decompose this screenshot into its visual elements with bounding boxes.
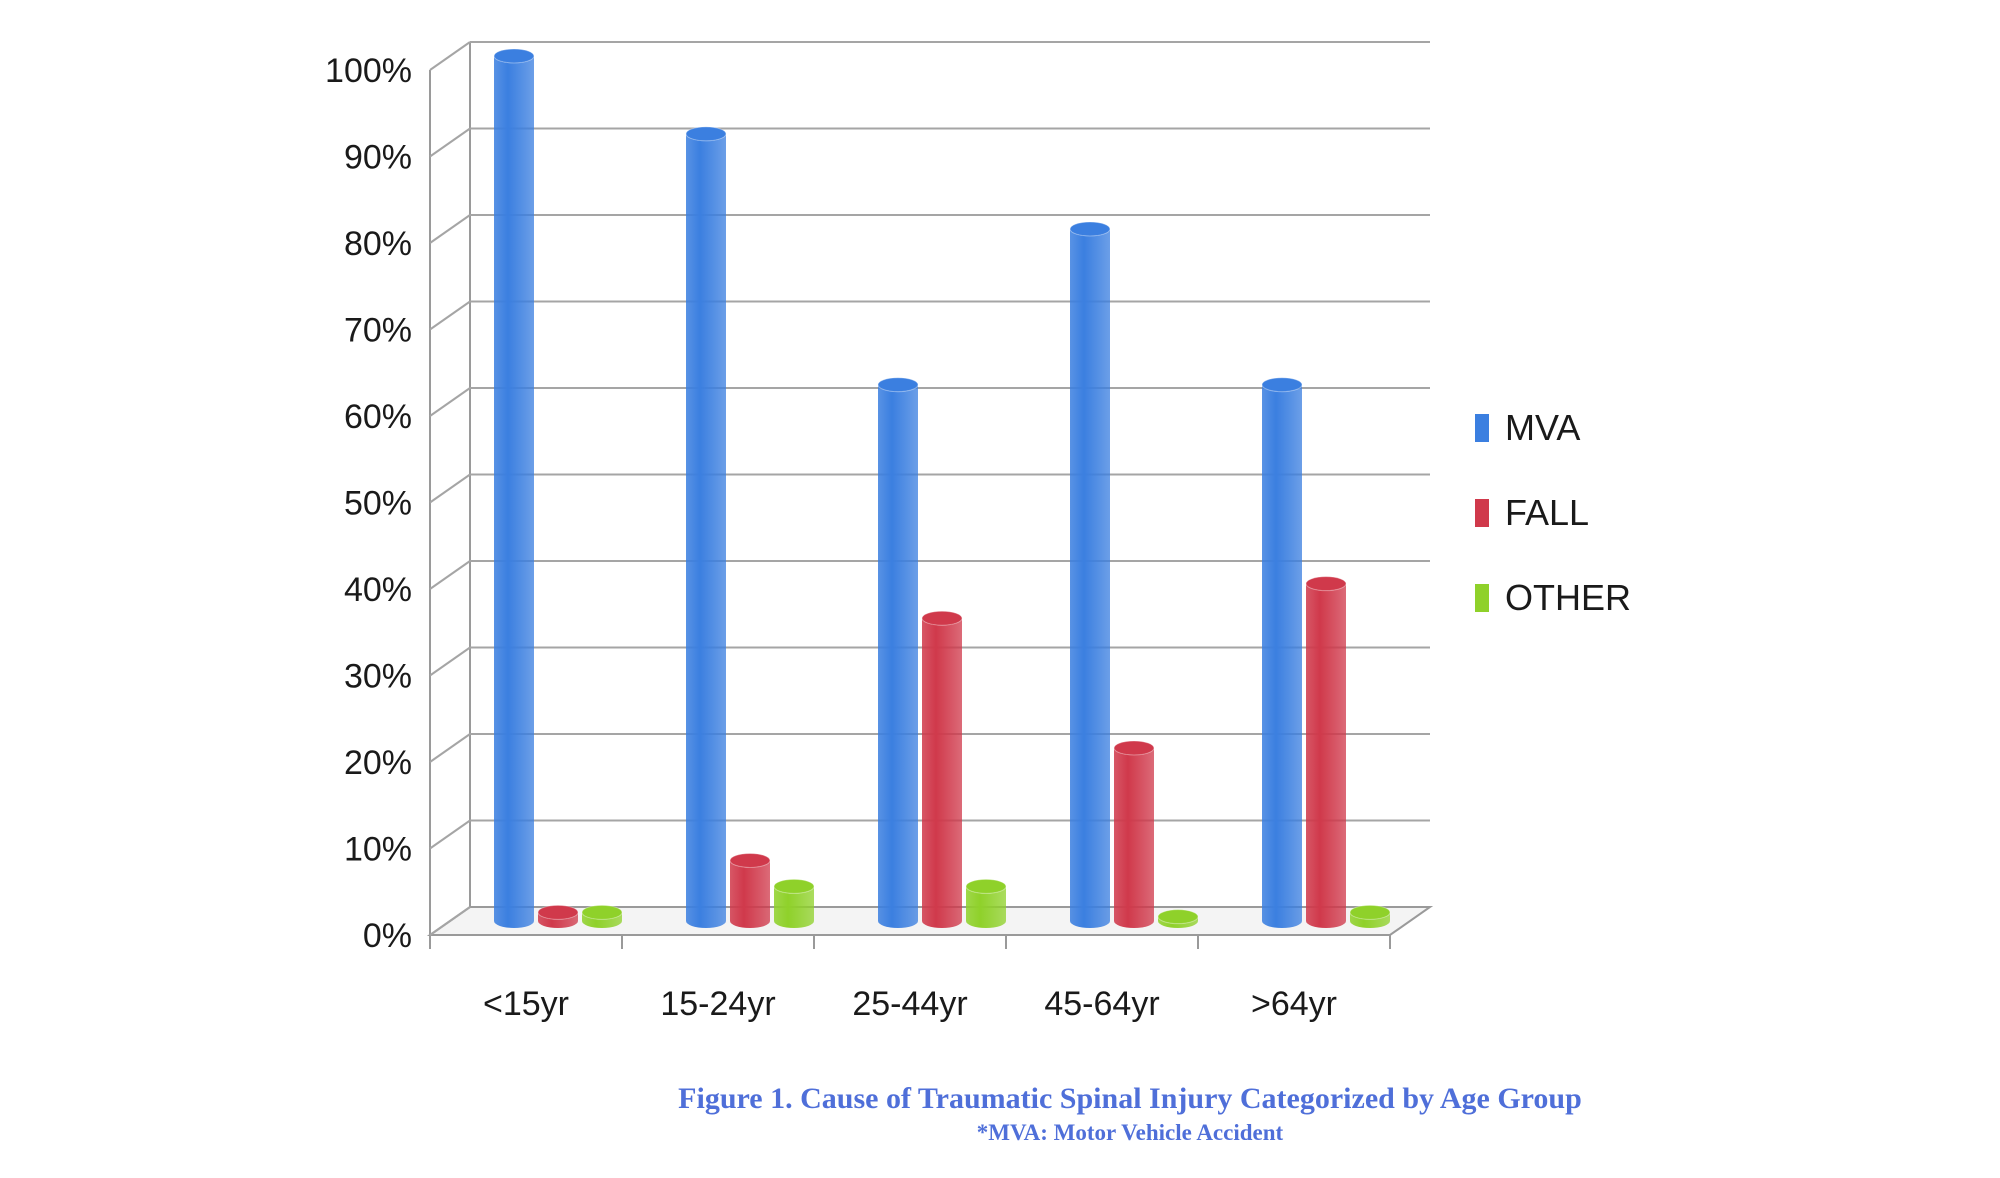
y-axis-ticks: 0% 10% 20% 30% 40% 50% 60% 70% 80% 90% 100% [325,52,412,955]
bar-mva [1069,221,1111,928]
bar-other [1349,904,1391,928]
legend-label-mva: MVA [1505,407,1580,448]
y-tick-label: 0% [363,917,412,955]
bars [493,48,1391,929]
x-category-label: 45-64yr [1044,985,1159,1023]
bar-fall [1305,576,1347,928]
bar-mva [1261,377,1303,928]
bar-fall [537,904,579,928]
bar-other [1157,909,1199,928]
y-tick-label: 70% [344,312,412,350]
bar-other [581,904,623,928]
x-category-label: 15-24yr [660,985,775,1023]
bar-fall [729,852,771,928]
x-category-label: >64yr [1251,985,1337,1023]
legend-swatch-other [1475,584,1489,612]
y-tick-label: 90% [344,139,412,177]
y-tick-label: 40% [344,571,412,609]
x-category-label: <15yr [483,985,569,1023]
bar-other [773,878,815,928]
y-tick-label: 10% [344,831,412,869]
bar-mva [493,48,535,928]
bar-mva [877,377,919,928]
legend-swatch-fall [1475,499,1489,527]
y-tick-label: 50% [344,485,412,523]
y-tick-label: 60% [344,398,412,436]
y-tick-label: 20% [344,744,412,782]
legend: MVA FALL OTHER [1475,407,1631,618]
y-tick-label: 80% [344,225,412,263]
legend-swatch-mva [1475,414,1489,442]
y-tick-label: 30% [344,658,412,696]
legend-label-other: OTHER [1505,577,1631,618]
bar-fall [1113,740,1155,928]
bar-fall [921,610,963,928]
bar-mva [685,126,727,929]
x-category-label: 25-44yr [852,985,967,1023]
figure-note: *MVA: Motor Vehicle Accident [976,1120,1284,1145]
figure-caption: Figure 1. Cause of Traumatic Spinal Inju… [678,1082,1582,1115]
legend-label-fall: FALL [1505,492,1589,533]
bar-other [965,878,1007,928]
y-tick-label: 100% [325,52,412,90]
x-axis-categories: <15yr 15-24yr 25-44yr 45-64yr >64yr [483,985,1337,1023]
